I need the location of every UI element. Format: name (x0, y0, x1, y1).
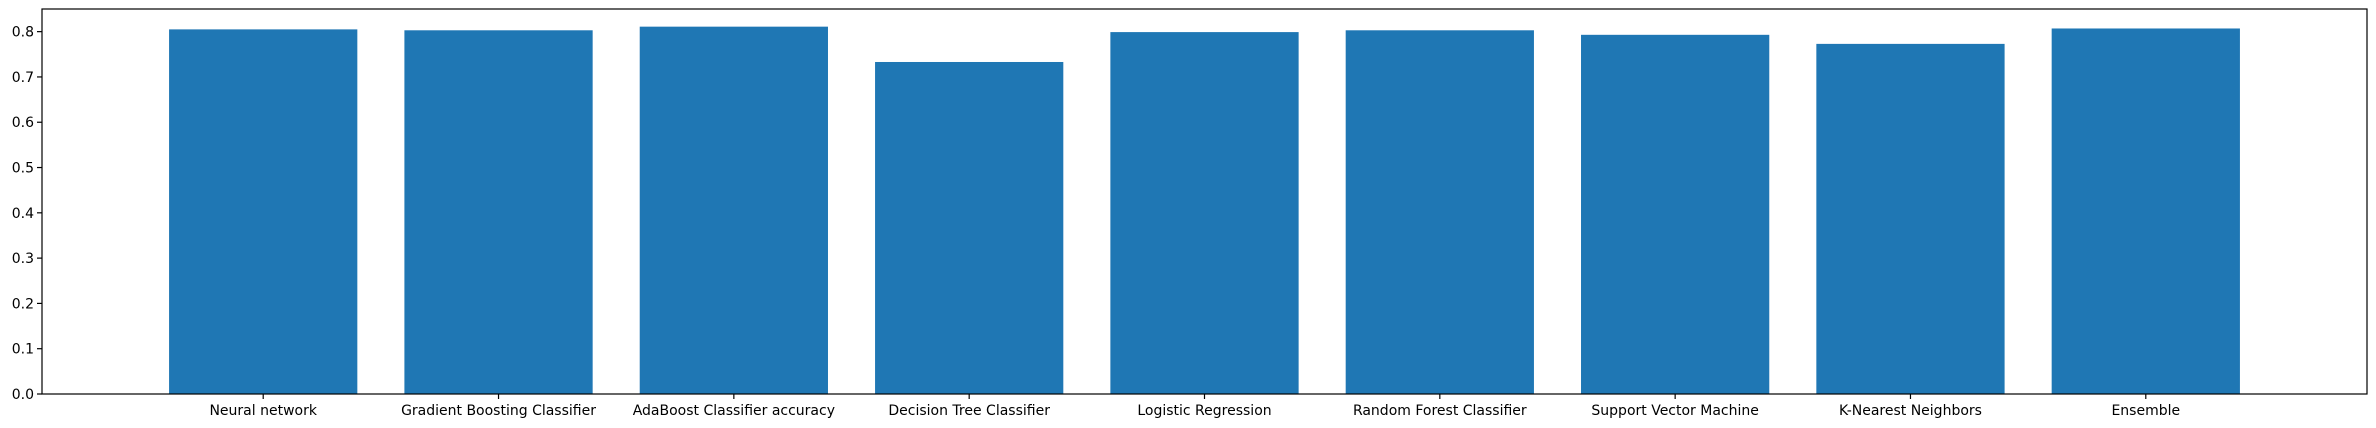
x-tick-label: Logistic Regression (1137, 403, 1271, 419)
x-tick-label: Decision Tree Classifier (888, 403, 1050, 419)
y-tick-label: 0.2 (12, 296, 34, 312)
y-axis: 0.0 0.1 0.2 0.3 0.4 0.5 0.6 0.7 0.8 (12, 25, 42, 403)
bars-layer (169, 26, 2240, 395)
x-tick-label: Ensemble (2111, 403, 2180, 419)
x-tick-label: Neural network (209, 403, 317, 419)
bar (1581, 34, 1770, 394)
y-tick-label: 0.8 (12, 25, 34, 41)
x-tick-label: Gradient Boosting Classifier (401, 403, 596, 419)
x-tick-label: K-Nearest Neighbors (1839, 403, 1982, 419)
x-tick-label: AdaBoost Classifier accuracy (633, 403, 835, 419)
bar (404, 30, 593, 394)
y-tick-label: 0.3 (12, 251, 34, 267)
plot-frame (41, 8, 2368, 395)
bar (1816, 43, 2005, 394)
y-tick-label: 0.4 (12, 206, 34, 222)
bar (639, 26, 828, 394)
bar (1110, 32, 1299, 394)
bar (1345, 30, 1534, 394)
x-tick-label: Support Vector Machine (1591, 403, 1758, 419)
x-axis: Neural network Gradient Boosting Classifi… (209, 394, 2180, 419)
y-tick-label: 0.6 (12, 115, 34, 131)
y-tick-label: 0.0 (12, 387, 34, 403)
x-tick-label: Random Forest Classifier (1353, 403, 1527, 419)
bar (875, 61, 1064, 395)
y-tick-label: 0.1 (12, 342, 34, 358)
y-tick-label: 0.7 (12, 70, 34, 86)
y-tick-label: 0.5 (12, 161, 34, 177)
bar (169, 29, 358, 394)
bar (2051, 28, 2240, 394)
